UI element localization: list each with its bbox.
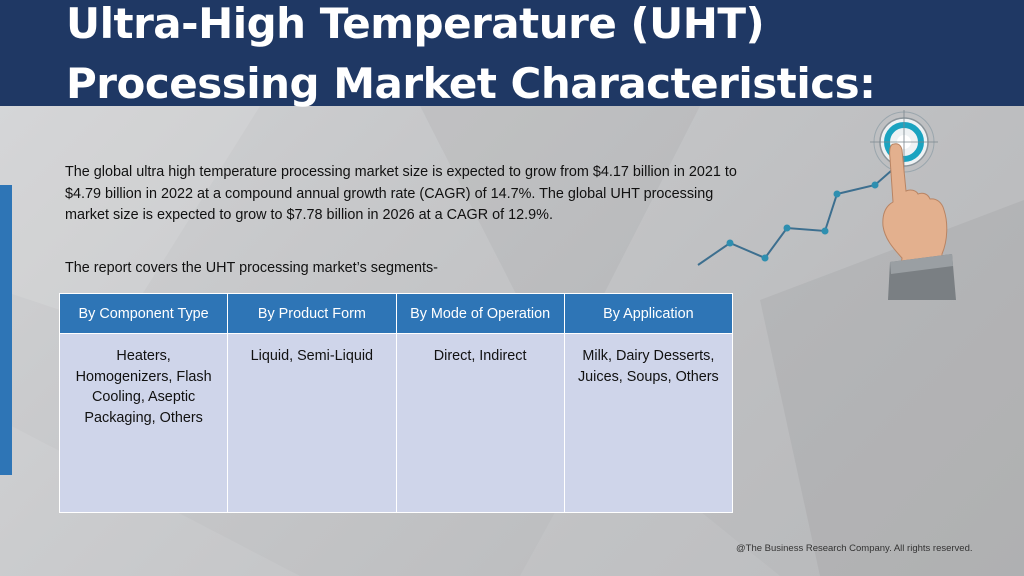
copyright-footer: @The Business Research Company. All righ… (736, 543, 973, 554)
cell-product-form: Liquid, Semi-Liquid (227, 333, 397, 513)
page-title: Ultra-High Temperature (UHT) Processing … (66, 0, 876, 108)
column-header-mode-of-operation: By Mode of Operation (395, 293, 565, 334)
title-banner: Ultra-High Temperature (UHT) Processing … (0, 0, 1024, 108)
left-accent-bar (0, 185, 12, 475)
segments-table: By Component Type By Product Form By Mod… (58, 293, 734, 513)
table-header-row: By Component Type By Product Form By Mod… (58, 293, 734, 334)
segments-intro-text: The report covers the UHT processing mar… (65, 260, 438, 276)
column-header-component-type: By Component Type (58, 293, 229, 334)
column-header-product-form: By Product Form (227, 293, 397, 334)
cell-application: Milk, Dairy Desserts, Juices, Soups, Oth… (563, 333, 734, 513)
hand-touch-target-growth-graph-icon (697, 110, 956, 300)
cell-component-type: Heaters, Homogenizers, Flash Cooling, As… (58, 333, 229, 513)
column-header-application: By Application (563, 293, 734, 334)
table-row: Heaters, Homogenizers, Flash Cooling, As… (58, 333, 734, 513)
cell-mode-of-operation: Direct, Indirect (395, 333, 565, 513)
market-summary-text: The global ultra high temperature proces… (65, 164, 737, 223)
